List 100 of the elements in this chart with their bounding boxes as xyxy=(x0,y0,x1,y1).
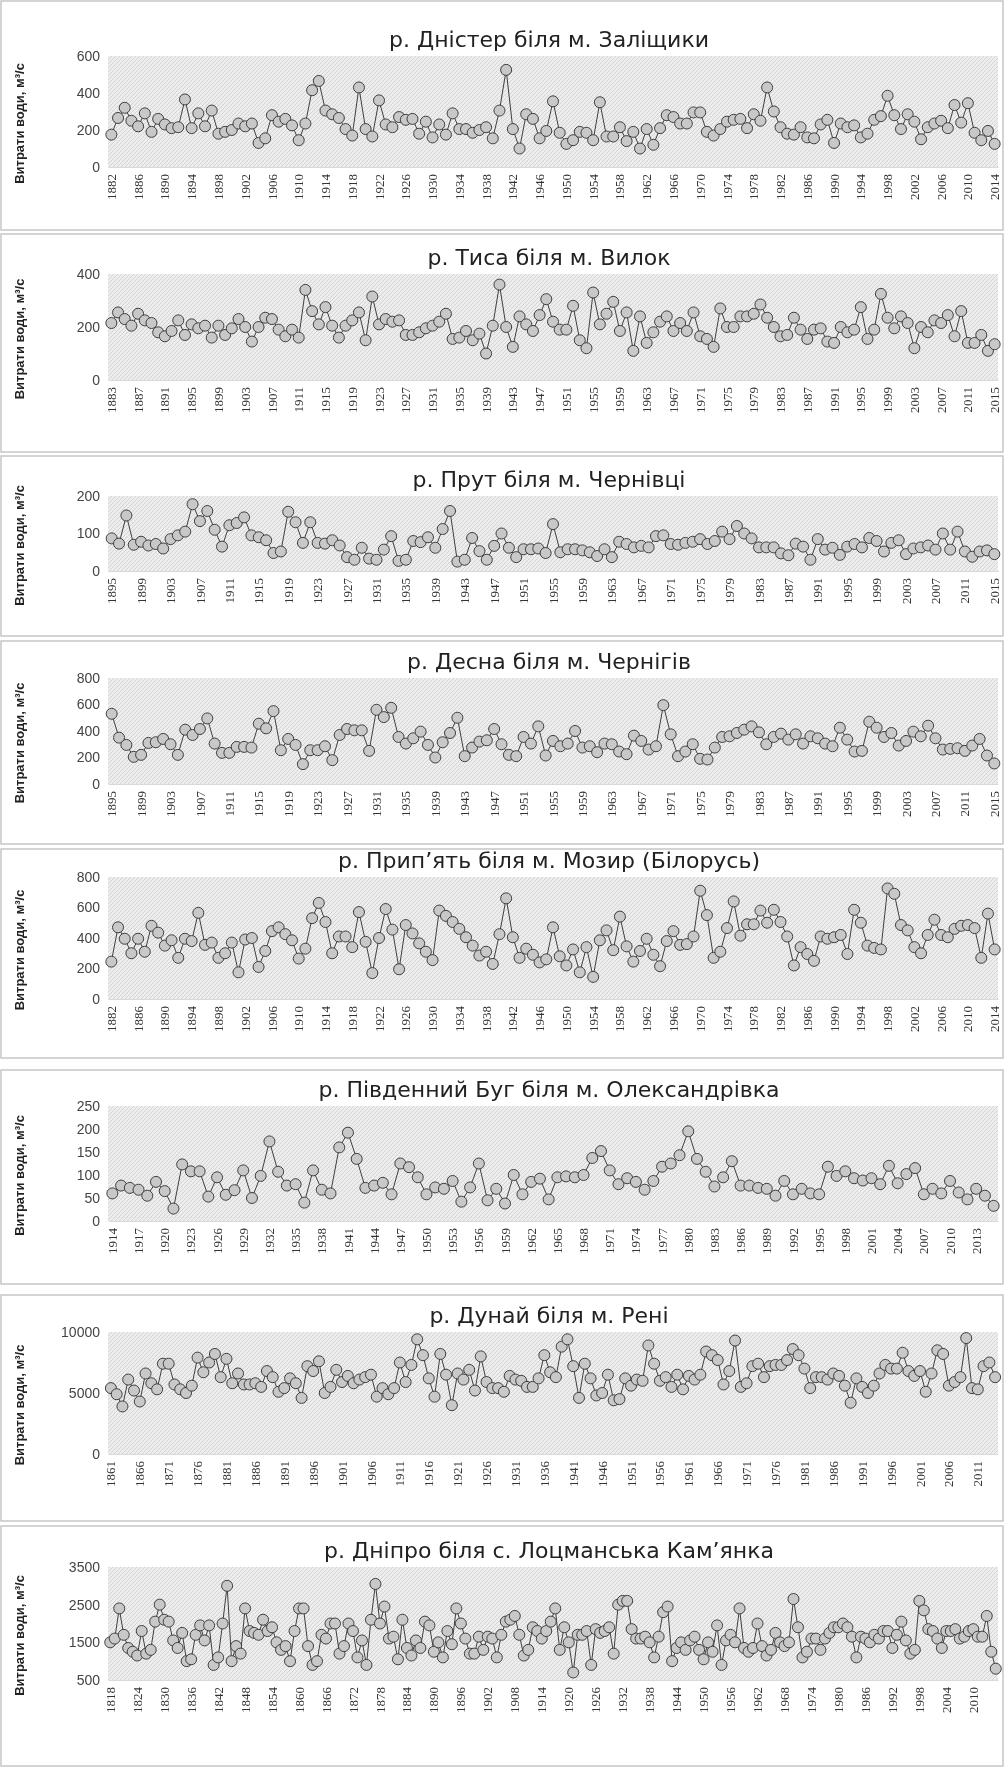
x-tick-label: 1910 xyxy=(291,174,307,200)
x-tick-label: 1971 xyxy=(602,1228,618,1254)
x-tick-label: 1956 xyxy=(723,1686,739,1713)
x-tick-label: 2010 xyxy=(960,1006,976,1032)
x-tick-label: 1986 xyxy=(857,1686,873,1713)
x-tick-label: 2014 xyxy=(987,173,1003,200)
x-tick-label: 1918 xyxy=(344,1006,360,1032)
x-tick-label: 1848 xyxy=(237,1687,253,1713)
x-tick-label: 2004 xyxy=(938,1686,954,1713)
x-tick-label: 1934 xyxy=(451,173,467,200)
chart-title: р. Південний Буг біля м. Олександрівка xyxy=(318,1077,780,1102)
x-tick-label: 1923 xyxy=(310,578,326,604)
x-tick-label: 1860 xyxy=(291,1687,307,1713)
x-tick-label: 1979 xyxy=(722,578,738,604)
y-tick-label: 100 xyxy=(76,525,101,542)
x-tick-label: 1965 xyxy=(549,1228,565,1254)
x-tick-label: 1906 xyxy=(264,173,280,200)
x-tick-label: 1903 xyxy=(163,578,179,604)
x-tick-label: 2007 xyxy=(916,1227,932,1254)
x-tick-label: 1975 xyxy=(692,578,708,604)
x-tick-label: 1919 xyxy=(280,578,296,604)
x-tick-label: 1978 xyxy=(746,174,762,200)
x-tick-label: 1914 xyxy=(318,1005,334,1032)
x-tick-label: 1918 xyxy=(344,174,360,200)
x-tick-label: 1876 xyxy=(190,1460,206,1487)
x-tick-label: 1926 xyxy=(479,1460,495,1487)
x-tick-label: 1902 xyxy=(237,174,253,200)
x-tick-label: 1947 xyxy=(392,1227,408,1254)
x-tick-label: 1910 xyxy=(291,1006,307,1032)
x-tick-label: 1907 xyxy=(192,790,208,817)
y-tick-label: 200 xyxy=(76,960,101,977)
x-tick-label: 2007 xyxy=(933,386,949,413)
x-tick-label: 2015 xyxy=(987,387,1003,413)
x-tick-label: 1983 xyxy=(706,1228,722,1254)
x-tick-label: 1967 xyxy=(633,577,649,604)
x-tick-label: 1930 xyxy=(425,174,441,200)
x-tick-label: 1915 xyxy=(251,791,267,817)
x-tick-label: 1971 xyxy=(663,791,679,817)
y-tick-label: 0 xyxy=(92,1445,101,1462)
y-tick-label: 0 xyxy=(92,1212,101,1229)
x-tick-label: 1954 xyxy=(585,173,601,200)
x-tick-label: 2011 xyxy=(957,578,973,604)
x-tick-label: 1929 xyxy=(235,1228,251,1254)
chart-title: р. Тиса біля м. Вилок xyxy=(427,245,671,270)
x-tick-label: 2014 xyxy=(987,1005,1003,1032)
x-tick-label: 1947 xyxy=(532,386,548,413)
x-tick-label: 1950 xyxy=(419,1228,435,1254)
x-tick-label: 1966 xyxy=(666,1005,681,1032)
x-tick-label: 1978 xyxy=(746,1006,762,1032)
y-tick-label: 200 xyxy=(76,318,101,335)
x-tick-label: 2010 xyxy=(942,1228,958,1254)
x-tick-label: 2011 xyxy=(970,1461,986,1487)
x-tick-label: 2010 xyxy=(965,1687,981,1713)
x-tick-label: 1987 xyxy=(780,790,796,817)
y-tick-label: 50 xyxy=(84,1189,101,1206)
x-tick-label: 2007 xyxy=(928,577,944,604)
y-tick-label: 5000 xyxy=(68,1384,101,1401)
x-tick-label: 1911 xyxy=(221,791,237,817)
chart-title: р. Дунай біля м. Рені xyxy=(429,1303,669,1328)
y-axis-title: Витрати води, м³/с xyxy=(12,278,27,400)
y-tick-label: 800 xyxy=(76,669,101,686)
y-tick-label: 150 xyxy=(76,1143,101,1160)
x-tick-label: 1944 xyxy=(366,1227,382,1254)
x-tick-label: 1890 xyxy=(426,1687,442,1713)
x-tick-label: 1935 xyxy=(398,791,414,817)
x-tick-label: 1975 xyxy=(719,387,735,413)
x-tick-label: 1943 xyxy=(505,387,521,413)
x-tick-label: 1824 xyxy=(129,1686,145,1713)
x-tick-label: 1884 xyxy=(399,1686,415,1713)
x-tick-label: 1953 xyxy=(445,1228,461,1254)
chart-title: р. Дністер біля м. Заліщики xyxy=(389,27,709,52)
x-tick-label: 1990 xyxy=(826,1006,842,1032)
x-tick-label: 1935 xyxy=(288,1228,304,1254)
x-tick-label: 1938 xyxy=(642,1687,658,1713)
x-tick-label: 1941 xyxy=(340,1228,356,1254)
x-tick-label: 1968 xyxy=(777,1687,793,1713)
y-tick-label: 400 xyxy=(76,929,101,946)
y-axis-title: Витрати води, м³/с xyxy=(12,485,27,606)
y-tick-label: 200 xyxy=(76,121,101,138)
x-tick-label: 1974 xyxy=(628,1227,644,1254)
y-tick-label: 600 xyxy=(76,899,101,916)
x-tick-label: 1961 xyxy=(681,1461,697,1487)
x-tick-label: 1942 xyxy=(505,1006,521,1032)
x-tick-label: 1950 xyxy=(558,1006,574,1032)
x-tick-label: 1908 xyxy=(507,1687,523,1713)
x-tick-label: 1987 xyxy=(799,386,815,413)
x-tick-label: 1986 xyxy=(799,173,815,200)
x-tick-label: 1955 xyxy=(585,387,601,413)
x-tick-label: 1930 xyxy=(425,1006,441,1032)
x-tick-label: 1926 xyxy=(588,1686,604,1713)
x-tick-label: 1974 xyxy=(719,1005,735,1032)
x-tick-label: 1920 xyxy=(157,1228,173,1254)
x-tick-label: 1938 xyxy=(478,174,494,200)
x-tick-label: 1974 xyxy=(719,173,735,200)
x-tick-label: 2001 xyxy=(912,1461,928,1487)
x-tick-label: 1994 xyxy=(853,1005,869,1032)
x-tick-label: 1956 xyxy=(471,1227,487,1254)
x-tick-label: 1989 xyxy=(759,1228,775,1254)
x-tick-label: 1950 xyxy=(696,1687,712,1713)
x-tick-label: 1996 xyxy=(883,1460,899,1487)
